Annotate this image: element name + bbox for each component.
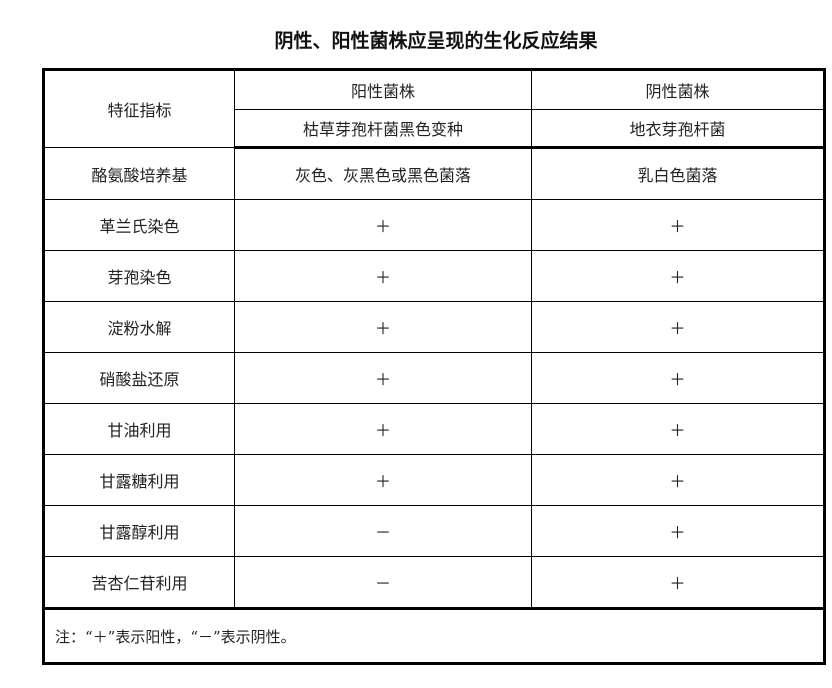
feature-cell: 甘油利用 <box>43 403 235 455</box>
biochemical-results-table: 特征指标 阳性菌株 阴性菌株 枯草芽孢杆菌黑色变种 地衣芽孢杆菌 酪氨酸培养基灰… <box>42 68 826 665</box>
note-row: 注：“＋”表示阳性，“－”表示阴性。 <box>43 608 825 664</box>
feature-cell: 甘露糖利用 <box>43 454 235 506</box>
feature-cell: 淀粉水解 <box>43 301 235 353</box>
positive-cell: － <box>234 505 532 557</box>
table-row: 革兰氏染色＋＋ <box>43 199 825 251</box>
positive-cell: ＋ <box>234 301 532 353</box>
feature-cell: 甘露醇利用 <box>43 505 235 557</box>
table-row: 芽孢染色＋＋ <box>43 250 825 302</box>
negative-cell: ＋ <box>531 250 825 302</box>
negative-cell: ＋ <box>531 199 825 251</box>
positive-cell: ＋ <box>234 454 532 506</box>
header-positive-group: 阳性菌株 <box>234 69 532 110</box>
feature-cell: 芽孢染色 <box>43 250 235 302</box>
table-row: 甘露糖利用＋＋ <box>43 454 825 506</box>
table-title: 阴性、阳性菌株应呈现的生化反应结果 <box>274 30 598 52</box>
header-feature: 特征指标 <box>43 69 235 148</box>
feature-cell: 酪氨酸培养基 <box>43 147 235 200</box>
table-note: 注：“＋”表示阳性，“－”表示阴性。 <box>43 608 825 664</box>
negative-cell: ＋ <box>531 403 825 455</box>
positive-cell: ＋ <box>234 250 532 302</box>
header-negative-strain: 地衣芽孢杆菌 <box>531 109 825 149</box>
negative-cell: ＋ <box>531 301 825 353</box>
feature-cell: 硝酸盐还原 <box>43 352 235 404</box>
negative-cell: 乳白色菌落 <box>531 147 825 200</box>
table-row: 硝酸盐还原＋＋ <box>43 352 825 404</box>
negative-cell: ＋ <box>531 505 825 557</box>
negative-cell: ＋ <box>531 454 825 506</box>
negative-cell: ＋ <box>531 352 825 404</box>
feature-cell: 革兰氏染色 <box>43 199 235 251</box>
table-row: 甘露醇利用－＋ <box>43 505 825 557</box>
table-row: 苦杏仁苷利用－＋ <box>43 556 825 610</box>
header-positive-strain: 枯草芽孢杆菌黑色变种 <box>234 109 532 149</box>
header-row-strains: 枯草芽孢杆菌黑色变种 地衣芽孢杆菌 <box>44 109 825 149</box>
header-row: 特征指标 阳性菌株 阴性菌株 <box>43 69 825 148</box>
positive-cell: ＋ <box>234 199 532 251</box>
table-row: 酪氨酸培养基 灰色、灰黑色或黑色菌落 乳白色菌落 <box>43 147 825 200</box>
negative-cell: ＋ <box>531 556 825 610</box>
feature-cell: 苦杏仁苷利用 <box>43 556 235 610</box>
table-row: 淀粉水解＋＋ <box>43 301 825 353</box>
positive-cell: ＋ <box>234 403 532 455</box>
table-row: 甘油利用＋＋ <box>43 403 825 455</box>
positive-cell: ＋ <box>234 352 532 404</box>
positive-cell: － <box>234 556 532 610</box>
header-negative-group: 阴性菌株 <box>531 69 825 110</box>
positive-cell: 灰色、灰黑色或黑色菌落 <box>234 147 532 200</box>
